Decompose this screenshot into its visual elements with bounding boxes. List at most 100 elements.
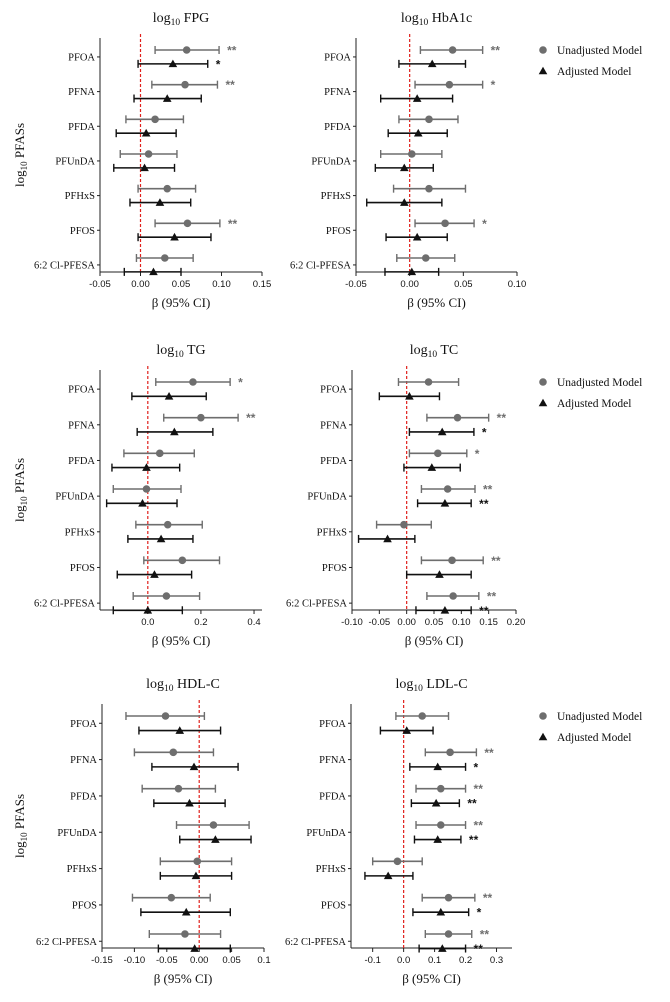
category-label: 6:2 Cl-PFESA xyxy=(285,937,346,948)
point-marker xyxy=(155,449,164,458)
adjusted-estimate xyxy=(115,128,177,138)
x-tick-label: 0.00 xyxy=(131,279,150,290)
unadjusted-estimate xyxy=(135,520,203,529)
point-marker xyxy=(161,712,170,720)
panel-title-subscript: 10 xyxy=(174,350,184,360)
panel-4: log10 TC -0.10 -0.05 0.00 0.05 0.10 0.15 0.20 β … xyxy=(286,343,642,648)
significance-label: ** xyxy=(474,782,484,796)
x-axis-label: β (95% CI) xyxy=(152,633,211,648)
unadjusted-estimate: ** xyxy=(426,590,496,604)
y-axis-label: log10 PFASs xyxy=(12,123,29,187)
adjusted-estimate: ** xyxy=(410,797,477,811)
y-axis-label-subscript: 10 xyxy=(19,161,29,171)
x-tick-label: 0.00 xyxy=(190,955,209,966)
adjusted-estimate xyxy=(179,835,252,844)
category-label: 6:2 Cl-PFESA xyxy=(290,260,351,271)
legend-unadjusted-label: Unadjusted Model xyxy=(557,45,642,57)
unadjusted-estimate: ** xyxy=(415,782,484,796)
unadjusted-estimate xyxy=(396,254,456,262)
category-label: PFNA xyxy=(70,755,97,766)
point-marker xyxy=(141,128,151,137)
unadjusted-estimate xyxy=(112,485,182,493)
unadjusted-estimate xyxy=(135,254,194,262)
unadjusted-estimate xyxy=(398,115,459,124)
unadjusted-estimate xyxy=(141,784,217,793)
adjusted-estimate xyxy=(112,605,184,615)
adjusted-estimate xyxy=(131,391,207,401)
unadjusted-estimate: ** xyxy=(424,928,489,942)
significance-label: ** xyxy=(469,833,479,847)
point-marker xyxy=(440,605,450,614)
x-tick-label: -0.15 xyxy=(91,955,113,966)
adjusted-estimate: * xyxy=(137,57,221,71)
point-marker xyxy=(191,871,201,880)
significance-label: ** xyxy=(474,942,484,956)
point-marker xyxy=(178,556,187,565)
point-marker xyxy=(162,592,171,600)
point-marker xyxy=(209,821,218,829)
x-tick-label: 0.00 xyxy=(400,279,419,290)
legend-unadjusted-label: Unadjusted Model xyxy=(557,711,642,723)
significance-label: ** xyxy=(484,746,494,760)
panel-title-base: log xyxy=(153,11,171,26)
y-axis-label-rest: PFASs xyxy=(12,794,27,832)
x-axis-label: β (95% CI) xyxy=(405,633,464,648)
significance-label: * xyxy=(482,425,487,439)
panel-title-subscript: 10 xyxy=(171,18,181,28)
point-marker xyxy=(446,748,454,757)
point-marker xyxy=(142,463,151,471)
adjusted-estimate xyxy=(379,94,454,103)
unadjusted-estimate: ** xyxy=(420,554,501,568)
x-tick-label: -0.05 xyxy=(345,279,367,290)
panel-title-rest: HDL-C xyxy=(174,677,220,692)
category-label: PFHxS xyxy=(65,527,96,538)
adjusted-estimate xyxy=(127,534,194,543)
x-axis-label: β (95% CI) xyxy=(402,971,461,986)
unadjusted-estimate: ** xyxy=(426,411,506,425)
point-marker xyxy=(393,857,402,866)
point-marker xyxy=(183,219,192,228)
category-label: PFUnDA xyxy=(55,492,95,503)
panel-title-base: log xyxy=(156,343,174,358)
adjusted-estimate xyxy=(113,163,176,172)
y-axis-label-base: log xyxy=(12,170,27,187)
category-label: 6:2 Cl-PFESA xyxy=(34,260,95,271)
category-label: PFUnDA xyxy=(311,156,351,167)
x-tick-label: 0.15 xyxy=(479,617,498,628)
point-marker xyxy=(181,907,191,916)
panel-title: log10 HbA1c xyxy=(401,11,472,28)
unadjusted-estimate: ** xyxy=(415,819,483,833)
significance-label: ** xyxy=(227,44,237,58)
point-marker xyxy=(162,94,172,102)
x-tick-label: 0.1 xyxy=(257,955,270,966)
point-marker xyxy=(143,605,153,614)
panel-title-subscript: 10 xyxy=(413,684,423,694)
category-label: PFDA xyxy=(68,122,95,133)
legend-unadjusted-marker xyxy=(539,712,547,720)
unadjusted-estimate xyxy=(125,115,185,124)
unadjusted-estimate xyxy=(125,712,206,720)
legend: Unadjusted Model Adjusted Model xyxy=(538,45,642,78)
point-marker xyxy=(413,128,423,137)
point-marker xyxy=(402,726,412,734)
point-marker xyxy=(144,150,153,158)
adjusted-estimate: * xyxy=(408,425,487,439)
panel-title: log10 TC xyxy=(410,343,459,360)
significance-label: ** xyxy=(246,411,256,425)
point-marker xyxy=(425,115,433,124)
adjusted-estimate xyxy=(357,534,416,543)
category-label: PFOA xyxy=(319,719,346,730)
point-marker xyxy=(435,570,444,578)
point-marker xyxy=(181,930,189,938)
adjusted-estimate: ** xyxy=(416,497,489,511)
point-marker xyxy=(383,534,392,543)
x-tick-label: 0.10 xyxy=(452,617,471,628)
legend-adjusted-marker xyxy=(538,66,548,75)
unadjusted-estimate: ** xyxy=(420,483,493,497)
significance-label: ** xyxy=(479,497,489,511)
adjusted-estimate xyxy=(140,907,232,917)
point-marker xyxy=(425,184,433,193)
point-marker xyxy=(421,254,430,262)
point-marker xyxy=(431,798,441,807)
category-label: PFOS xyxy=(70,226,95,237)
